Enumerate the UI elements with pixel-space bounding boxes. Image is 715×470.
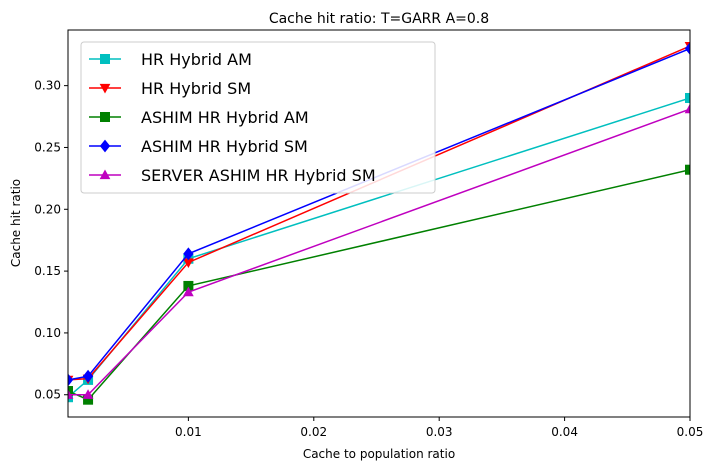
data-point-marker [183, 286, 194, 297]
series-server-ashim-hr-hybrid-sm [68, 103, 690, 399]
data-point-marker [82, 369, 94, 383]
data-point-marker [685, 164, 690, 175]
series-line [68, 97, 690, 398]
x-tick-label: 0.05 [677, 425, 704, 439]
y-tick-label: 0.15 [34, 264, 61, 278]
data-point-marker [100, 54, 110, 64]
series-ashim-hr-hybrid-am [68, 164, 690, 405]
y-tick-label: 0.25 [34, 140, 61, 154]
y-axis-ticks: 0.05 0.10 0.15 0.20 0.25 0.30 [34, 79, 68, 402]
data-point-marker [68, 389, 74, 399]
data-point-marker [100, 112, 110, 122]
legend-item: HR Hybrid AM [89, 50, 252, 69]
data-point-marker [685, 93, 690, 104]
legend-label: HR Hybrid AM [141, 50, 252, 69]
legend-item: SERVER ASHIM HR Hybrid SM [89, 166, 376, 185]
data-point-marker [99, 139, 111, 153]
legend-label: SERVER ASHIM HR Hybrid SM [141, 166, 376, 185]
y-axis-label: Cache hit ratio [9, 179, 23, 267]
legend-item: ASHIM HR Hybrid SM [89, 137, 308, 156]
series-line [68, 47, 690, 381]
series-line [68, 108, 690, 396]
y-tick-label: 0.10 [34, 326, 61, 340]
x-tick-label: 0.02 [300, 425, 327, 439]
plot-frame [67, 29, 691, 418]
x-axis-label: Cache to population ratio [303, 447, 455, 461]
x-tick-label: 0.01 [175, 425, 202, 439]
chart-title: Cache hit ratio: T=GARR A=0.8 [269, 11, 489, 27]
legend-item: HR Hybrid SM [89, 79, 251, 98]
legend: HR Hybrid AM HR Hybrid SM ASHIM HR Hybrid … [80, 41, 436, 194]
legend-label: HR Hybrid SM [141, 79, 251, 98]
series-line [68, 168, 690, 401]
series-layer [68, 41, 690, 405]
x-axis-ticks: 0.01 0.02 0.03 0.04 0.05 [175, 417, 703, 439]
y-tick-label: 0.05 [34, 388, 61, 402]
y-tick-label: 0.20 [34, 202, 61, 216]
legend-item: ASHIM HR Hybrid AM [89, 108, 309, 127]
y-tick-label: 0.30 [34, 79, 61, 93]
data-point-marker [183, 247, 194, 261]
legend-label: ASHIM HR Hybrid SM [141, 137, 308, 156]
data-point-marker [82, 389, 94, 399]
legend-box [80, 41, 436, 194]
data-point-marker [68, 373, 74, 387]
legend-label: ASHIM HR Hybrid AM [141, 108, 309, 127]
series-line [68, 45, 690, 381]
data-point-marker [99, 83, 111, 94]
data-point-marker [684, 103, 690, 114]
data-point-marker [684, 42, 690, 55]
data-point-marker [99, 169, 111, 180]
series-ashim-hr-hybrid-sm [68, 42, 690, 387]
data-point-marker [68, 386, 73, 397]
x-tick-label: 0.04 [551, 425, 578, 439]
x-tick-label: 0.03 [426, 425, 453, 439]
